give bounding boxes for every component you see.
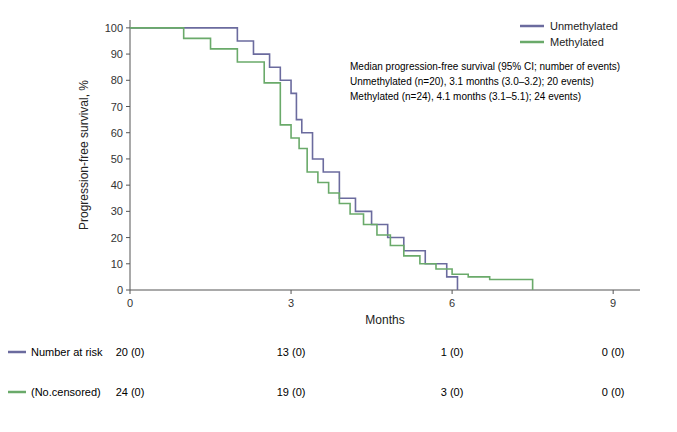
- y-tick: [126, 158, 130, 159]
- y-axis: [130, 20, 131, 290]
- y-tick-label: 0: [117, 284, 123, 296]
- x-tick-label: 3: [288, 297, 294, 309]
- risk-cell: 0 (0): [602, 386, 625, 398]
- risk-row-label: Number at risk: [31, 346, 103, 358]
- y-tick: [126, 211, 130, 212]
- x-tick: [613, 290, 614, 294]
- y-tick: [126, 237, 130, 238]
- risk-cell: 0 (0): [602, 346, 625, 358]
- y-tick: [126, 27, 130, 28]
- y-tick: [126, 80, 130, 81]
- legend: Unmethylated Methylated: [520, 20, 618, 48]
- y-tick-label: 80: [111, 74, 123, 86]
- y-axis-label: Progression-free survival, %: [77, 80, 91, 230]
- y-tick-label: 30: [111, 205, 123, 217]
- legend-label: Unmethylated: [550, 20, 618, 32]
- x-tick: [291, 290, 292, 294]
- risk-row-swatch: [8, 391, 26, 394]
- x-tick-label: 0: [127, 297, 133, 309]
- x-tick: [452, 290, 453, 294]
- y-tick: [126, 185, 130, 186]
- annotation: Unmethylated (n=20), 3.1 months (3.0–3.2…: [350, 76, 594, 87]
- y-tick-label: 20: [111, 232, 123, 244]
- risk-cell: 3 (0): [441, 386, 464, 398]
- chart: 03690102030405060708090100MonthsProgress…: [0, 0, 677, 432]
- x-tick-label: 6: [449, 297, 455, 309]
- legend-label: Methylated: [550, 36, 604, 48]
- y-tick: [126, 263, 130, 264]
- risk-cell: 20 (0): [116, 346, 145, 358]
- x-axis-label: Months: [365, 313, 404, 327]
- y-tick-label: 60: [111, 127, 123, 139]
- y-tick-label: 10: [111, 258, 123, 270]
- legend-swatch: [520, 41, 544, 44]
- risk-cell: 24 (0): [116, 386, 145, 398]
- y-tick-label: 40: [111, 179, 123, 191]
- risk-row-swatch: [8, 351, 26, 354]
- y-tick: [126, 54, 130, 55]
- risk-row-label: (No.censored): [31, 386, 101, 398]
- y-tick: [126, 132, 130, 133]
- y-tick: [126, 290, 130, 291]
- annotation: Methylated (n=24), 4.1 months (3.1–5.1);…: [350, 91, 581, 102]
- x-axis: [130, 290, 640, 291]
- annotation: Median progression-free survival (95% CI…: [350, 61, 620, 72]
- risk-cell: 1 (0): [441, 346, 464, 358]
- risk-cell: 13 (0): [277, 346, 306, 358]
- x-tick: [130, 290, 131, 294]
- y-tick-label: 70: [111, 101, 123, 113]
- risk-cell: 19 (0): [277, 386, 306, 398]
- y-tick-label: 100: [105, 22, 123, 34]
- y-tick-label: 90: [111, 48, 123, 60]
- x-tick-label: 9: [610, 297, 616, 309]
- y-tick-label: 50: [111, 153, 123, 165]
- legend-swatch: [520, 25, 544, 28]
- y-tick: [126, 106, 130, 107]
